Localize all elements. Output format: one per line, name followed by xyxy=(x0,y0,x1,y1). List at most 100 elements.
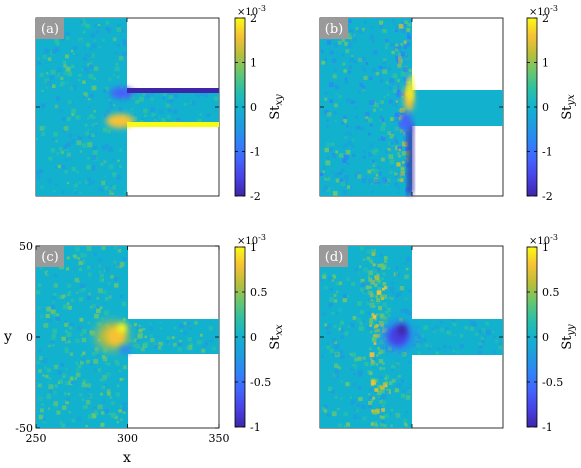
speckle xyxy=(344,143,348,147)
speckle xyxy=(131,108,134,111)
speckle xyxy=(329,297,334,302)
speckle xyxy=(453,323,457,327)
speckle xyxy=(326,345,331,350)
speckle xyxy=(38,169,44,174)
speckle xyxy=(183,331,188,336)
speckle xyxy=(388,314,391,317)
speckle xyxy=(378,261,382,264)
speckle xyxy=(54,384,58,388)
speckle xyxy=(368,393,371,396)
colorbar-tick-label: -2 xyxy=(250,190,261,203)
speckle xyxy=(371,249,376,254)
speckle xyxy=(65,35,70,41)
speckle xyxy=(116,384,120,388)
speckle xyxy=(326,413,330,417)
speckle xyxy=(200,340,203,344)
speckle xyxy=(403,77,409,83)
axes-c: 250 300 350 50 0 -50 xyxy=(15,240,229,445)
speckle xyxy=(439,320,443,324)
speckle xyxy=(100,392,103,396)
speckle xyxy=(402,179,407,183)
speckle xyxy=(395,293,399,297)
speckle xyxy=(101,246,106,250)
speckle xyxy=(103,175,106,178)
speckle xyxy=(378,395,381,398)
speckle xyxy=(374,318,377,321)
speckle xyxy=(51,137,55,141)
speckle xyxy=(110,188,115,193)
panel-label: (d) xyxy=(325,250,343,265)
speckle xyxy=(335,178,340,183)
speckle xyxy=(87,394,90,398)
speckle xyxy=(397,174,403,180)
speckle xyxy=(369,303,375,308)
speckle xyxy=(134,113,137,116)
speckle xyxy=(99,306,103,310)
speckle xyxy=(354,357,358,362)
speckle xyxy=(388,381,393,385)
speckle xyxy=(388,99,393,104)
speckle xyxy=(469,320,475,325)
speckle xyxy=(77,364,82,369)
speckle xyxy=(373,342,377,345)
speckle xyxy=(65,329,68,333)
speckle xyxy=(102,347,108,353)
speckle xyxy=(340,121,345,125)
speckle xyxy=(374,379,379,383)
speckle xyxy=(390,141,394,145)
speckle xyxy=(162,92,167,96)
speckle xyxy=(84,123,88,127)
speckle xyxy=(202,345,206,348)
colorbar-tick-label: 0.5 xyxy=(250,286,268,299)
speckle xyxy=(184,103,187,106)
speckle xyxy=(403,45,407,49)
speckle xyxy=(394,182,398,187)
speckle xyxy=(70,138,76,144)
speckle xyxy=(75,54,79,57)
speckle xyxy=(79,150,83,153)
speckle xyxy=(78,289,81,293)
speckle xyxy=(379,422,384,427)
speckle xyxy=(75,246,80,252)
speckle xyxy=(398,155,401,158)
speckle xyxy=(358,57,363,62)
speckle xyxy=(89,61,93,65)
speckle xyxy=(68,133,73,138)
speckle xyxy=(104,144,110,149)
speckle xyxy=(87,177,92,182)
speckle xyxy=(375,267,381,272)
speckle xyxy=(38,283,42,287)
speckle xyxy=(85,180,89,184)
speckle xyxy=(343,69,347,73)
speckle xyxy=(346,38,351,43)
speckle xyxy=(347,32,353,38)
speckle xyxy=(159,327,163,330)
speckle xyxy=(494,339,499,343)
speckle xyxy=(359,265,362,268)
speckle xyxy=(51,49,57,54)
speckle xyxy=(68,290,72,294)
speckle xyxy=(324,323,328,327)
speckle xyxy=(149,323,152,325)
speckle xyxy=(337,407,340,410)
speckle xyxy=(379,367,383,371)
speckle xyxy=(108,27,112,31)
speckle xyxy=(177,120,180,123)
speckle xyxy=(459,334,464,338)
negative-region xyxy=(397,324,407,336)
speckle xyxy=(197,340,202,345)
speckle xyxy=(161,118,166,123)
speckle xyxy=(122,51,127,56)
colorbar-tick-label: 2 xyxy=(542,12,549,25)
speckle xyxy=(46,272,49,275)
speckle xyxy=(380,118,385,122)
speckle xyxy=(332,339,336,343)
speckle xyxy=(60,150,64,154)
speckle xyxy=(404,274,409,279)
speckle xyxy=(407,361,411,364)
speckle xyxy=(197,95,200,99)
speckle xyxy=(326,112,332,117)
panel-label-box xyxy=(36,246,64,267)
panel-c: (c) 250 300 350 50 0 -50 x y xyxy=(3,240,229,466)
speckle xyxy=(472,322,477,327)
